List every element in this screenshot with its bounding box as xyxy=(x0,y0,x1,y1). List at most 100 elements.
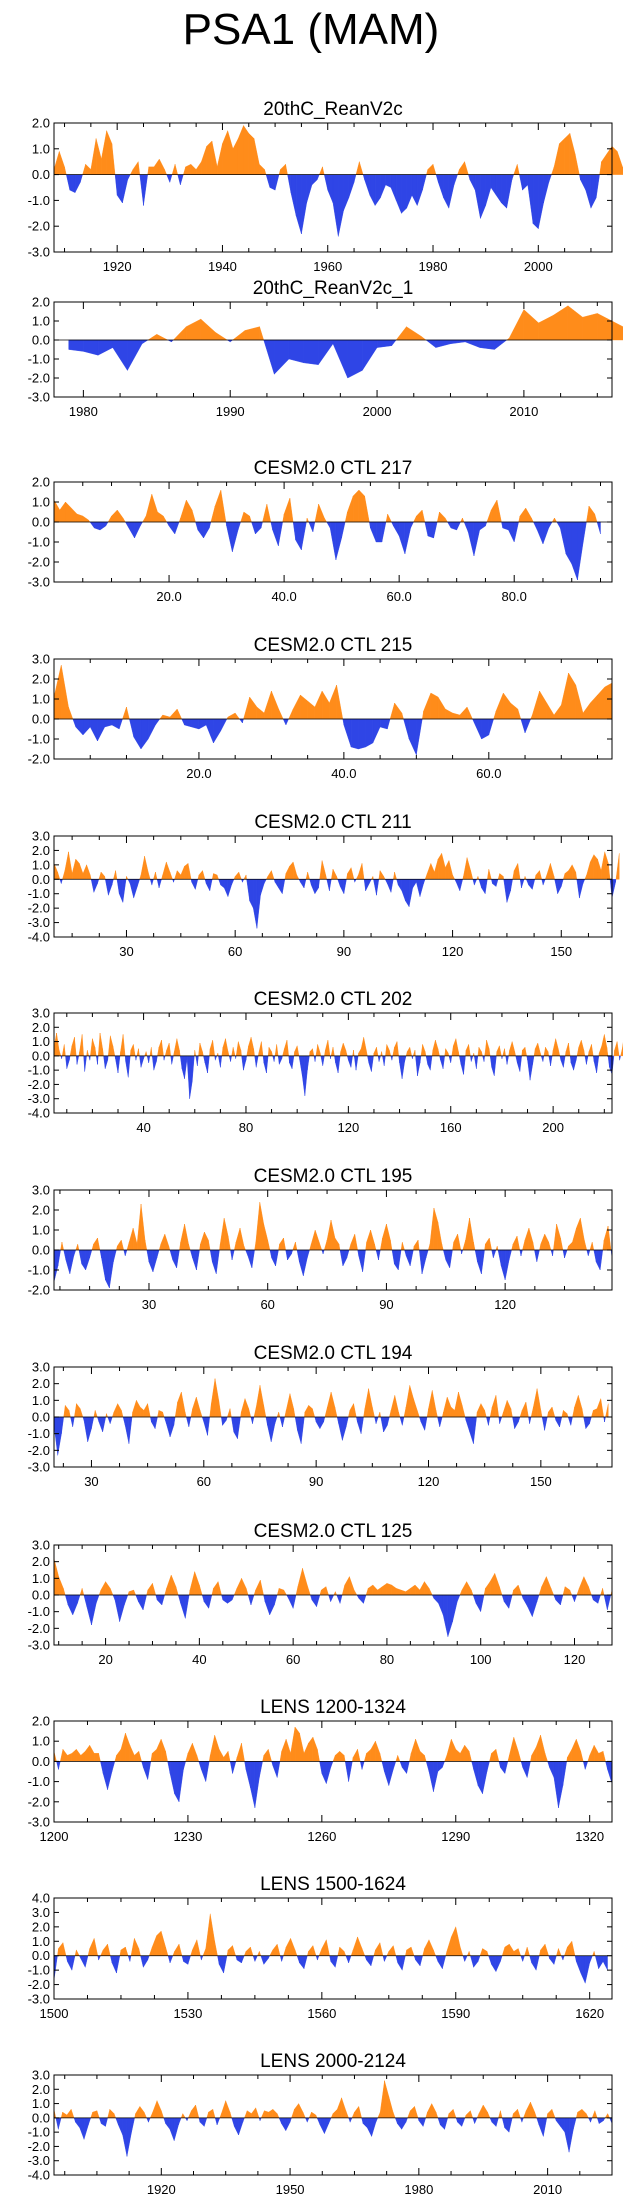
negative-area xyxy=(147,1955,150,1961)
x-tick-label: 1960 xyxy=(313,259,342,274)
positive-area xyxy=(272,2108,278,2119)
negative-area xyxy=(250,1416,253,1424)
negative-area xyxy=(227,879,232,897)
negative-area xyxy=(413,1955,416,1961)
positive-area xyxy=(462,517,465,523)
negative-area xyxy=(127,879,131,884)
positive-area xyxy=(294,1949,298,1956)
negative-area xyxy=(452,1594,458,1622)
positive-area xyxy=(305,872,308,880)
y-tick-label: -3.0 xyxy=(28,1091,50,1106)
positive-area xyxy=(471,1589,474,1596)
positive-area xyxy=(113,1403,118,1418)
negative-area xyxy=(94,521,101,531)
negative-area xyxy=(355,1055,359,1071)
positive-area xyxy=(553,305,569,341)
negative-area xyxy=(439,1416,443,1428)
positive-area xyxy=(487,2112,491,2119)
x-tick-label: 20.0 xyxy=(156,589,181,604)
negative-area xyxy=(433,1761,439,1792)
negative-area xyxy=(603,1594,608,1611)
positive-area xyxy=(455,1038,459,1057)
negative-area xyxy=(500,1249,506,1281)
chart-title: LENS 2000-2124 xyxy=(260,2051,406,2072)
positive-area xyxy=(476,1403,482,1418)
negative-area xyxy=(207,1055,210,1074)
negative-area xyxy=(491,2117,497,2127)
positive-area xyxy=(292,694,301,720)
negative-area xyxy=(585,1955,590,1984)
positive-area xyxy=(353,1589,358,1596)
positive-area xyxy=(232,1047,236,1057)
positive-area xyxy=(136,1048,139,1057)
negative-area xyxy=(197,521,204,539)
y-tick-label: -2.0 xyxy=(28,1283,50,1298)
positive-area xyxy=(462,1239,466,1251)
x-tick-label: 20 xyxy=(98,1652,112,1667)
positive-area xyxy=(282,1048,285,1057)
negative-area xyxy=(603,2117,606,2122)
positive-area xyxy=(306,517,310,523)
negative-area xyxy=(259,1761,263,1778)
positive-area xyxy=(64,851,69,880)
negative-area xyxy=(357,1416,362,1434)
positive-area xyxy=(393,1945,397,1956)
chart-title: 20thC_ReanV2c_1 xyxy=(253,278,414,299)
y-tick-label: -3.0 xyxy=(28,1992,50,2007)
x-tick-label: 1260 xyxy=(307,1829,336,1844)
negative-area xyxy=(152,1055,155,1071)
negative-area xyxy=(146,1249,150,1263)
positive-area xyxy=(385,513,388,523)
negative-area xyxy=(232,1761,237,1774)
positive-area xyxy=(513,1948,519,1956)
negative-area xyxy=(560,1594,564,1606)
positive-area xyxy=(563,873,566,880)
negative-area xyxy=(169,174,173,183)
negative-area xyxy=(124,1416,130,1444)
positive-area xyxy=(568,1241,573,1251)
y-tick-label: -2.0 xyxy=(28,371,50,386)
negative-area xyxy=(292,521,296,541)
negative-area xyxy=(559,1416,563,1428)
negative-area xyxy=(173,879,175,883)
negative-area xyxy=(73,2117,76,2123)
positive-area xyxy=(89,1938,95,1956)
positive-area xyxy=(576,1588,580,1596)
positive-area xyxy=(523,309,539,341)
positive-area xyxy=(553,1223,557,1251)
positive-area xyxy=(289,497,294,523)
negative-area xyxy=(249,879,254,909)
positive-area xyxy=(156,1739,162,1762)
negative-area xyxy=(285,1249,288,1261)
negative-area xyxy=(139,1055,142,1068)
negative-area xyxy=(501,2117,505,2128)
negative-area xyxy=(158,879,162,888)
negative-area xyxy=(479,339,495,350)
positive-area xyxy=(93,1753,99,1762)
positive-area xyxy=(389,1410,392,1418)
negative-area xyxy=(473,1416,477,1444)
y-tick-label: 0.0 xyxy=(32,1588,50,1603)
positive-area xyxy=(424,1051,427,1057)
positive-area xyxy=(541,1576,547,1596)
positive-area xyxy=(134,1750,140,1762)
negative-area xyxy=(457,1594,461,1602)
positive-area xyxy=(498,2110,501,2119)
positive-area xyxy=(159,714,163,720)
y-tick-label: 2.0 xyxy=(32,1919,50,1934)
x-tick-label: 30 xyxy=(84,1474,98,1489)
negative-area xyxy=(474,718,482,740)
x-tick-label: 200 xyxy=(542,1120,564,1135)
negative-area xyxy=(107,1761,113,1790)
positive-area xyxy=(602,1588,605,1596)
positive-area xyxy=(468,1951,471,1956)
negative-area xyxy=(399,1055,403,1079)
negative-area xyxy=(495,2117,499,2127)
positive-area xyxy=(217,1581,222,1596)
positive-area xyxy=(489,1572,495,1596)
positive-area xyxy=(174,164,178,175)
y-tick-label: 1.0 xyxy=(32,2096,50,2111)
x-tick-label: 1200 xyxy=(40,1829,69,1844)
positive-area xyxy=(395,1755,398,1762)
negative-area xyxy=(529,1416,532,1424)
